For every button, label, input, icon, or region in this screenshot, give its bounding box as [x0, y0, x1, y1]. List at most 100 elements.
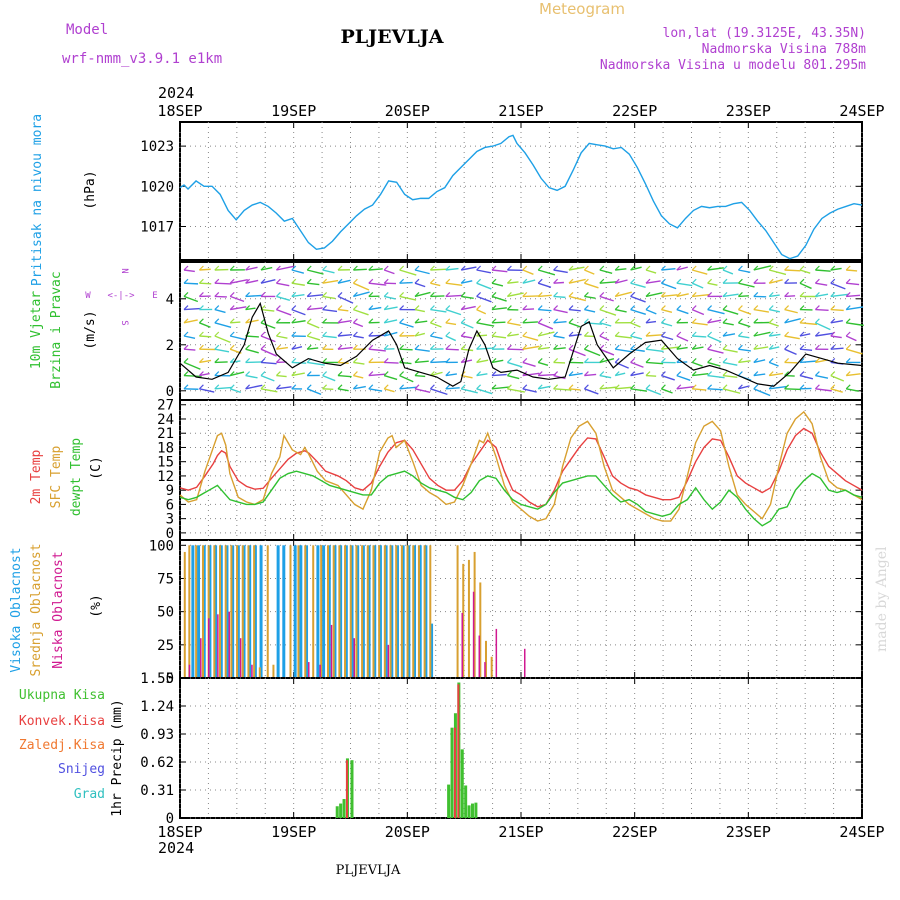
- bar: [384, 545, 388, 678]
- wind-barb: [445, 278, 451, 284]
- wind-barb: [768, 331, 774, 337]
- wind-barb: [553, 295, 566, 299]
- wind-barb: [830, 282, 846, 290]
- wind-barb: [275, 318, 281, 324]
- wind-barb: [214, 308, 226, 314]
- wind-barb: [399, 371, 405, 377]
- wind-barb: [245, 348, 259, 354]
- bar: [242, 545, 246, 678]
- bar: [319, 664, 321, 678]
- wind-barb: [429, 278, 435, 284]
- wind-barb: [399, 278, 405, 284]
- wind-barb: [522, 321, 538, 324]
- wind-barb: [661, 388, 673, 394]
- wind-barb: [229, 278, 235, 284]
- wind-barb: [599, 357, 615, 364]
- y-tick-label: 0: [166, 811, 174, 827]
- wind-barb: [291, 282, 305, 286]
- wind-barb: [599, 278, 605, 284]
- wind-barb: [476, 269, 492, 274]
- y-tick-label: 1.55: [140, 671, 174, 687]
- bar: [453, 727, 456, 818]
- wind-barb: [506, 331, 512, 337]
- wind-barb: [830, 308, 844, 312]
- wind-barb: [553, 318, 559, 324]
- wind-barb: [399, 281, 413, 284]
- wind-barb: [768, 305, 774, 311]
- wind-barb: [707, 308, 725, 315]
- wind-barb: [291, 308, 306, 316]
- wind-barb: [230, 278, 248, 284]
- wind-barb: [553, 308, 568, 314]
- wind-barb: [229, 331, 235, 337]
- wind-barb: [260, 344, 266, 350]
- bar: [259, 545, 263, 678]
- wind-barb: [276, 308, 292, 316]
- wind-barb: [768, 344, 774, 350]
- wind-barb: [737, 305, 743, 311]
- wind-barb: [830, 293, 849, 298]
- wind-barb: [368, 278, 374, 284]
- wind-barb: [275, 344, 281, 350]
- compass-icon: N W E S <-|->: [85, 268, 157, 325]
- wind-barb: [707, 374, 725, 379]
- wind-barb: [599, 371, 605, 377]
- wind-barb: [645, 265, 651, 271]
- wind-barb: [429, 305, 435, 311]
- wind-barb: [491, 318, 497, 324]
- bar: [236, 545, 239, 678]
- wind-barb: [245, 279, 259, 284]
- wind-barb: [522, 388, 537, 393]
- bar: [407, 545, 411, 678]
- wind-barb: [414, 282, 426, 288]
- wind-barb: [429, 265, 435, 271]
- x-axis-bottom: 18SEP 19SEP 20SEP 21SEP 22SEP 23SEP 24SEP: [157, 823, 884, 841]
- wind-barb: [322, 357, 328, 363]
- wind-barb: [460, 318, 466, 324]
- wind-barb: [337, 357, 343, 363]
- y-tick-label: 0.62: [140, 755, 174, 771]
- wind-barb: [445, 322, 457, 326]
- wind-barb: [799, 265, 805, 271]
- legend-freezing: Zaledj.Kisa: [19, 738, 105, 753]
- wind-barb: [214, 335, 231, 343]
- wind-barb: [537, 265, 543, 271]
- wind-barb: [183, 319, 198, 324]
- x-tick-label: 23SEP: [726, 102, 771, 120]
- wind-barb: [553, 347, 566, 350]
- wind-barb: [645, 308, 657, 315]
- bar: [241, 545, 244, 678]
- wind-barb: [768, 371, 774, 377]
- legend-total: Ukupna Kisa: [19, 688, 105, 703]
- wind-barb: [568, 348, 586, 357]
- wind-barb: [691, 344, 697, 350]
- x-tick-label: 20SEP: [385, 102, 430, 120]
- bar: [413, 545, 417, 678]
- wind-barb: [630, 361, 644, 368]
- wind-barb: [198, 384, 204, 390]
- bar: [367, 545, 371, 678]
- wind-barb: [768, 357, 774, 363]
- wind-barb: [630, 278, 636, 284]
- wind-barb: [399, 265, 405, 271]
- wind-barb: [753, 384, 759, 390]
- wind-barb: [737, 278, 743, 284]
- wind-unit: (m/s): [83, 310, 98, 349]
- wind-barb: [538, 308, 552, 312]
- wind-barb: [476, 322, 495, 327]
- wind-barb: [645, 344, 651, 350]
- wind-barb: [799, 269, 811, 274]
- bar: [228, 611, 230, 678]
- wind-barb: [260, 361, 277, 365]
- wind-barb: [491, 344, 497, 350]
- wind-barb: [599, 357, 605, 363]
- wind-barb: [507, 281, 519, 284]
- wind-barb: [537, 282, 552, 288]
- bar: [326, 545, 329, 678]
- wind-barb: [337, 374, 352, 378]
- wind-barb: [707, 344, 713, 350]
- y-tick-label: 1023: [140, 139, 174, 155]
- wind-barb: [306, 335, 321, 341]
- wind-barb: [583, 291, 589, 297]
- y-tick-label: 6: [166, 497, 174, 513]
